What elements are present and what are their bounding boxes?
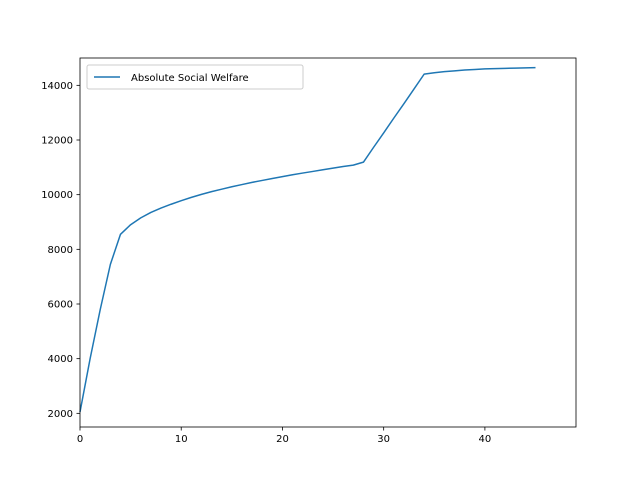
data-point — [474, 69, 475, 70]
y-tick-label: 8000 — [48, 245, 73, 256]
data-point — [110, 264, 111, 265]
data-point — [262, 180, 263, 181]
data-point — [292, 174, 293, 175]
x-tick-label: 0 — [77, 434, 83, 445]
data-point — [221, 189, 222, 190]
data-point — [515, 68, 516, 69]
series-layer — [79, 66, 536, 413]
data-point — [241, 184, 242, 185]
data-point — [322, 169, 323, 170]
x-tick-label: 20 — [276, 434, 289, 445]
data-point — [120, 234, 121, 235]
data-point — [150, 212, 151, 213]
data-point — [332, 168, 333, 169]
data-point — [191, 197, 192, 198]
data-point — [494, 68, 495, 69]
x-tick-label: 40 — [479, 434, 492, 445]
x-tick-label: 30 — [377, 434, 390, 445]
legend: Absolute Social Welfare — [86, 64, 304, 90]
data-point — [272, 178, 273, 179]
y-tick-label: 4000 — [48, 354, 73, 365]
data-point — [393, 118, 394, 119]
data-point — [140, 217, 141, 218]
y-tick-label: 10000 — [41, 190, 73, 201]
data-point — [424, 74, 425, 75]
x-tick-label: 10 — [175, 434, 188, 445]
data-point — [505, 68, 506, 69]
data-point — [160, 207, 161, 208]
series-line — [79, 66, 536, 413]
data-point — [353, 165, 354, 166]
x-axis: 0 10 20 30 40 — [77, 427, 491, 445]
data-point — [100, 309, 101, 310]
y-tick-label: 12000 — [41, 136, 73, 147]
axes-frame — [79, 57, 577, 428]
data-point — [444, 71, 445, 72]
data-point — [211, 191, 212, 192]
data-point — [434, 72, 435, 73]
y-tick-label: 14000 — [41, 81, 73, 92]
data-point — [251, 182, 252, 183]
data-point — [454, 70, 455, 71]
data-point — [282, 176, 283, 177]
plot-background — [80, 58, 576, 427]
data-point — [403, 103, 404, 104]
data-point — [231, 186, 232, 187]
data-point — [201, 194, 202, 195]
data-point — [312, 171, 313, 172]
legend-label: Absolute Social Welfare — [131, 73, 249, 84]
y-axis: 2000 4000 6000 8000 10000 12000 14000 — [41, 81, 80, 420]
data-point — [413, 88, 414, 89]
y-tick-label: 2000 — [48, 409, 73, 420]
data-point — [343, 166, 344, 167]
data-point — [525, 67, 526, 68]
data-point — [171, 204, 172, 205]
data-point — [383, 132, 384, 133]
data-point — [484, 68, 485, 69]
data-point — [130, 224, 131, 225]
data-point — [464, 69, 465, 70]
legend-box — [86, 64, 304, 90]
data-point — [363, 162, 364, 163]
y-tick-label: 6000 — [48, 300, 73, 311]
data-point — [535, 67, 536, 68]
data-point — [181, 200, 182, 201]
data-point — [373, 147, 374, 148]
data-point — [302, 172, 303, 173]
data-point — [90, 358, 91, 359]
plot-area — [80, 58, 576, 427]
